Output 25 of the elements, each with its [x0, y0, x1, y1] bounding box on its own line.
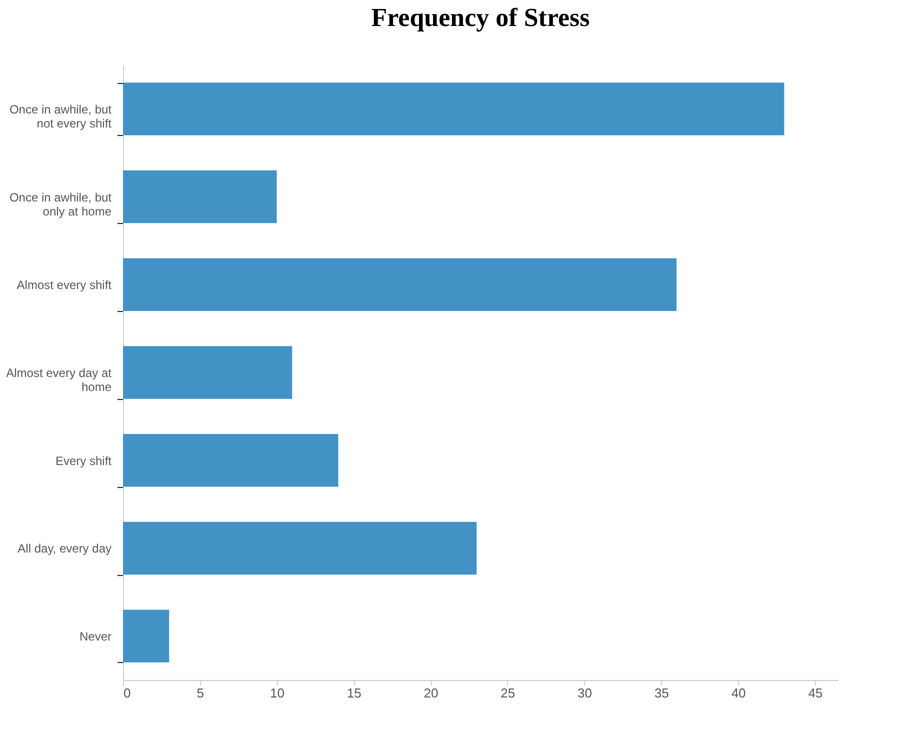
x-tick-label: 40	[731, 686, 746, 700]
y-tick-label: All day, every day	[18, 542, 112, 556]
bar	[123, 258, 677, 311]
bar	[123, 610, 170, 662]
bar	[123, 82, 784, 136]
y-tick-label: Once in awhile, but only at home	[9, 190, 112, 218]
y-tick-label: Once in awhile, but not every shift	[9, 102, 112, 130]
x-tick-label: 35	[654, 686, 669, 700]
x-tick-label: 45	[808, 686, 823, 700]
x-tick-label: 20	[424, 686, 438, 700]
chart-title: Frequency of Stress	[371, 3, 590, 32]
bar	[123, 434, 338, 487]
x-tick-label: 0	[124, 686, 131, 700]
y-tick-label: Almost every day at home	[6, 366, 112, 394]
bar	[123, 170, 277, 224]
bar	[123, 346, 292, 399]
y-tick-label: Almost every shift	[16, 278, 112, 292]
x-tick-label: 10	[270, 686, 284, 700]
x-tick-label: 5	[196, 686, 204, 700]
y-tick-label: Never	[79, 630, 112, 644]
x-tick-label: 30	[578, 686, 592, 700]
x-tick-label: 15	[346, 686, 362, 700]
y-tick-label: Every shift	[55, 454, 112, 468]
bar	[123, 522, 477, 575]
x-tick-label: 25	[500, 686, 516, 700]
